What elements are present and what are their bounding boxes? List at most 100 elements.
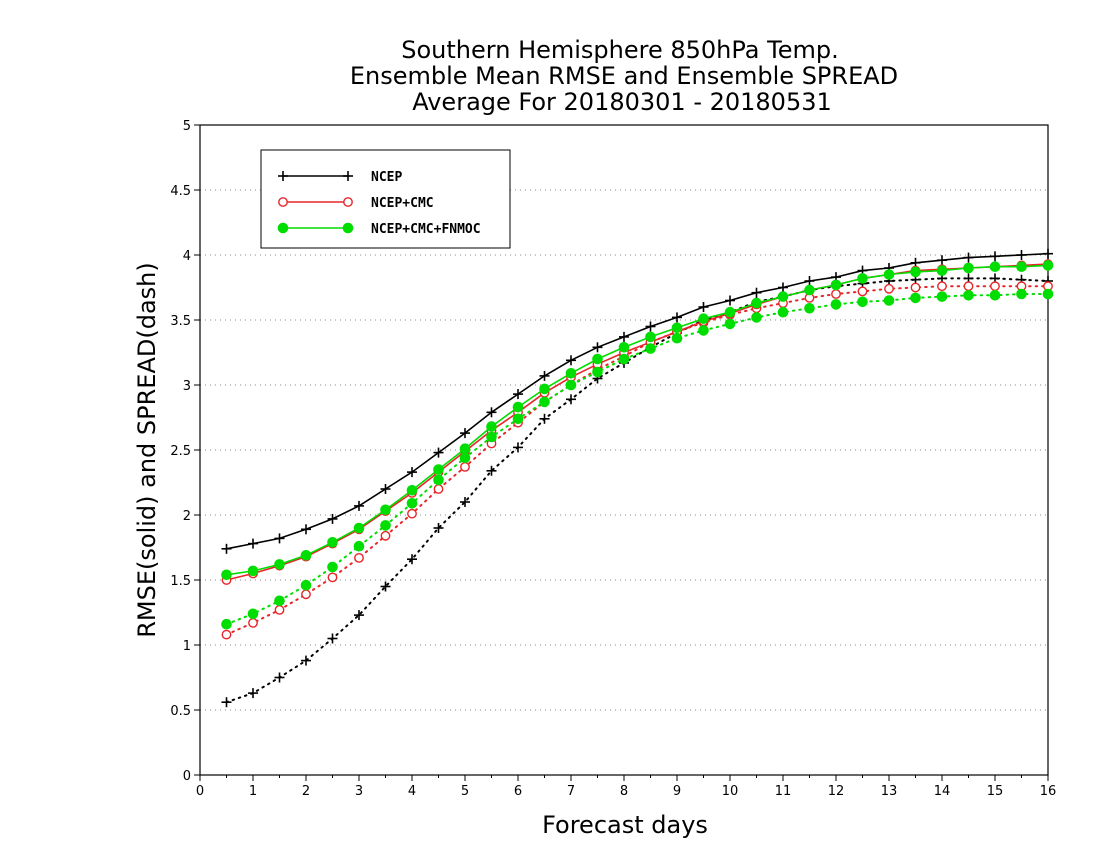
series-ncep-cmc-fnmoc-spread-point (804, 303, 815, 314)
series-ncep-cmc-fnmoc-rmse-point (221, 569, 232, 581)
series-ncep-cmc-spread-point (937, 281, 947, 292)
series-ncep-spread-point (566, 394, 576, 405)
series-ncep-cmc-fnmoc-rmse-point (353, 522, 365, 534)
series-ncep-cmc-fnmoc-rmse-point (1042, 260, 1054, 271)
y-tick-label: 3 (183, 379, 191, 394)
x-tick-label: 8 (620, 784, 628, 799)
y-tick-label: 0.5 (170, 704, 191, 719)
series-ncep-cmc-fnmoc-spread-point (989, 290, 1001, 301)
series-ncep-cmc-fnmoc-spread-point (353, 540, 365, 552)
series-ncep-cmc-fnmoc-spread-point (830, 299, 842, 310)
series-ncep-cmc-fnmoc-rmse-point (936, 265, 948, 276)
series-ncep-cmc-fnmoc-rmse-point (406, 485, 418, 496)
y-tick-label: 0 (183, 769, 191, 784)
series-ncep-cmc-fnmoc-rmse-point (989, 261, 1001, 273)
series-ncep-cmc-fnmoc-rmse-line (226, 264, 1049, 576)
series-ncep-cmc-fnmoc-spread-point (300, 579, 312, 591)
series-ncep-cmc-fnmoc-spread-point (936, 291, 948, 302)
series-ncep-spread-point (407, 554, 417, 565)
x-axis-label: Forecast days (542, 811, 708, 839)
series-ncep-cmc-fnmoc-rmse-point (830, 279, 842, 291)
series-ncep-rmse-point (248, 538, 258, 549)
series-ncep-cmc-fnmoc-spread-point (751, 312, 762, 323)
x-tick-label: 2 (302, 784, 310, 799)
series-ncep-spread-point (460, 497, 470, 507)
series-ncep-cmc-fnmoc-spread-point (327, 561, 338, 573)
y-tick-label: 1 (183, 639, 191, 654)
series-ncep-spread-point (380, 581, 391, 592)
series-ncep-rmse-point (698, 302, 709, 312)
series-ncep-cmc-fnmoc-spread-point (963, 290, 974, 301)
series-ncep-cmc-fnmoc-rmse-point (804, 284, 815, 296)
series-ncep-cmc-spread-point (433, 484, 444, 494)
series-ncep-rmse-point (354, 500, 364, 511)
series-ncep-cmc-spread-point (990, 281, 1000, 292)
series-ncep-rmse-point (751, 287, 762, 298)
series-ncep-cmc-fnmoc-spread-point (512, 413, 524, 425)
series-ncep-cmc-fnmoc-rmse-point (459, 443, 471, 455)
series-ncep-spread-point (301, 655, 311, 666)
series-ncep-cmc-fnmoc-rmse-point (883, 269, 895, 280)
series-ncep-cmc-fnmoc-rmse-point (671, 322, 683, 334)
legend-marker-ncep-cmc-fnmoc (342, 222, 354, 234)
series-ncep-rmse-point (486, 407, 497, 418)
series-ncep-cmc-fnmoc-rmse-point (247, 565, 259, 577)
series-ncep-rmse-point (990, 251, 1000, 262)
series-ncep-spread-point (327, 633, 338, 644)
series-ncep-cmc-spread-point (910, 282, 921, 293)
series-ncep-cmc-fnmoc-spread-point (883, 295, 895, 306)
series-ncep-cmc-fnmoc-spread-point (539, 396, 550, 408)
series-ncep-cmc-fnmoc-spread-point (698, 325, 709, 336)
series-ncep-cmc-fnmoc-spread-point (645, 343, 656, 354)
series-ncep-cmc-spread-point (274, 605, 285, 615)
series-ncep-rmse-point (513, 389, 523, 400)
series-ncep-cmc-fnmoc-rmse-point (300, 550, 312, 561)
series-ncep-cmc-fnmoc-rmse-point (327, 537, 338, 548)
series-ncep-rmse-point (592, 342, 603, 353)
legend-marker-ncep-cmc (343, 197, 353, 207)
legend-marker-ncep-cmc-fnmoc (277, 222, 289, 234)
legend-marker-ncep (343, 171, 353, 181)
series-ncep-cmc-fnmoc-spread-point (247, 608, 259, 620)
y-tick-label: 2.5 (170, 444, 191, 459)
series-ncep-cmc-fnmoc-spread-point (433, 474, 444, 486)
series-ncep-cmc-fnmoc-rmse-point (565, 368, 577, 379)
title-line-1: Southern Hemisphere 850hPa Temp. (401, 36, 838, 64)
series-layer (221, 248, 1054, 708)
series-ncep-cmc-fnmoc-spread-point (380, 520, 391, 531)
series-ncep-cmc-fnmoc-spread-point (724, 318, 736, 330)
y-tick-label: 4.5 (170, 184, 191, 199)
series-ncep-cmc-spread-point (327, 572, 338, 583)
series-ncep-cmc-spread-point (884, 283, 894, 294)
series-ncep-cmc-fnmoc-spread-point (274, 595, 285, 607)
series-ncep-rmse-point (619, 331, 629, 342)
series-ncep-rmse-point (804, 276, 815, 286)
series-ncep-cmc-fnmoc-rmse-point (512, 401, 524, 413)
series-ncep-rmse-point (301, 524, 311, 535)
legend-marker-ncep-cmc (278, 197, 288, 207)
x-tick-label: 16 (1040, 784, 1057, 799)
series-ncep-rmse-point (963, 252, 974, 263)
series-ncep-cmc-fnmoc-spread-point (671, 332, 683, 344)
x-tick-label: 0 (196, 784, 204, 799)
series-ncep-cmc-fnmoc-spread-point (592, 366, 603, 378)
legend: NCEP NCEP+CMC NCEP+CMC+FNMOC (260, 149, 511, 249)
legend-label-ncep-cmc-fnmoc: NCEP+CMC+FNMOC (371, 222, 481, 237)
series-ncep-cmc-spread-point (460, 461, 470, 472)
series-ncep-cmc-fnmoc-spread-point (486, 431, 497, 443)
series-ncep-cmc-fnmoc-rmse-point (645, 331, 656, 343)
x-tick-label: 1 (249, 784, 257, 799)
series-ncep-rmse-point (1016, 250, 1027, 260)
series-ncep-cmc-fnmoc-spread-point (618, 353, 630, 365)
series-ncep-rmse-point (433, 447, 444, 458)
series-ncep-spread-point (433, 523, 444, 533)
series-ncep-rmse-point (566, 355, 576, 366)
series-ncep-rmse-point (672, 312, 682, 323)
series-ncep-cmc-spread-point (248, 618, 258, 628)
series-ncep-cmc-fnmoc-rmse-point (963, 262, 974, 274)
series-ncep-cmc-spread-point (831, 289, 841, 299)
series-ncep-cmc-fnmoc-rmse-point (486, 421, 497, 432)
y-tick-label: 1.5 (170, 574, 191, 589)
series-ncep-cmc-fnmoc-spread-point (857, 296, 868, 308)
